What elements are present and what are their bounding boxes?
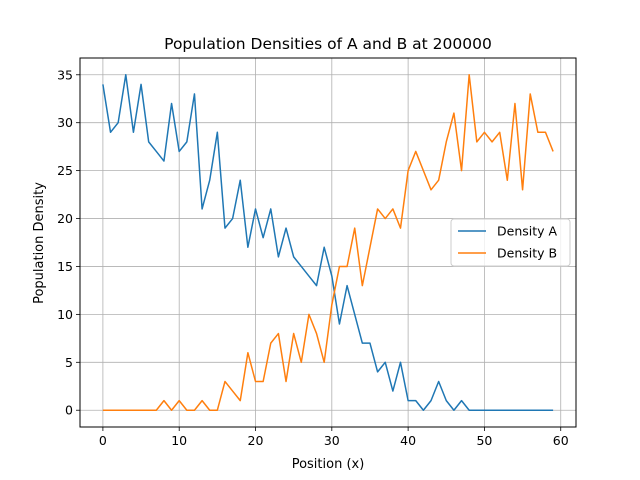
y-tick-label: 0 <box>65 403 73 418</box>
y-tick-label: 30 <box>57 115 73 130</box>
series-lines <box>102 74 554 411</box>
chart-title: Population Densities of A and B at 20000… <box>164 35 492 53</box>
x-tick-label: 30 <box>324 433 340 448</box>
plot-frame <box>79 57 577 428</box>
y-axis-ticks: 0 5 10 15 20 25 30 35 <box>57 67 80 418</box>
x-tick-label: 20 <box>248 433 264 448</box>
x-tick-label: 50 <box>476 433 492 448</box>
series-line-density-a <box>102 74 554 411</box>
y-tick-label: 35 <box>57 67 73 82</box>
x-tick-label: 10 <box>171 433 187 448</box>
y-tick-label: 5 <box>65 355 73 370</box>
y-tick-label: 15 <box>57 259 73 274</box>
legend-label-density-b: Density B <box>497 246 557 261</box>
x-tick-label: 60 <box>553 433 569 448</box>
x-axis-ticks: 0 10 20 30 40 50 60 <box>99 427 569 448</box>
series-line-density-b <box>102 74 554 411</box>
y-tick-label: 25 <box>57 163 73 178</box>
x-tick-label: 40 <box>400 433 416 448</box>
x-tick-label: 0 <box>99 433 107 448</box>
y-axis-label: Population Density <box>32 182 47 304</box>
y-tick-label: 10 <box>57 307 73 322</box>
legend-label-density-a: Density A <box>497 224 557 239</box>
y-tick-label: 20 <box>57 211 73 226</box>
x-axis-label: Position (x) <box>292 457 365 472</box>
legend: Density A Density B <box>450 218 571 267</box>
